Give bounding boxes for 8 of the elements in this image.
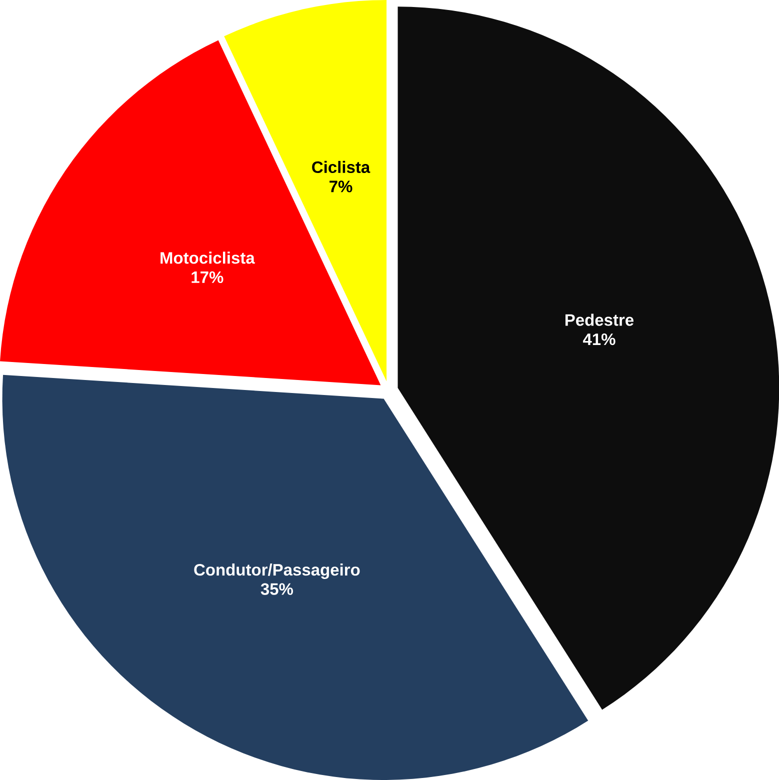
slice-label: Motociclista [160,252,255,264]
data-label: 41% [582,333,616,346]
slice-label: Ciclista [312,160,370,174]
data-label: 17% [192,271,224,283]
data-label: 7% [329,180,352,192]
slice-label: Pedestre [565,314,634,326]
slice-label: Condutor/Passageiro [194,564,360,579]
data-label: 35% [260,583,293,595]
